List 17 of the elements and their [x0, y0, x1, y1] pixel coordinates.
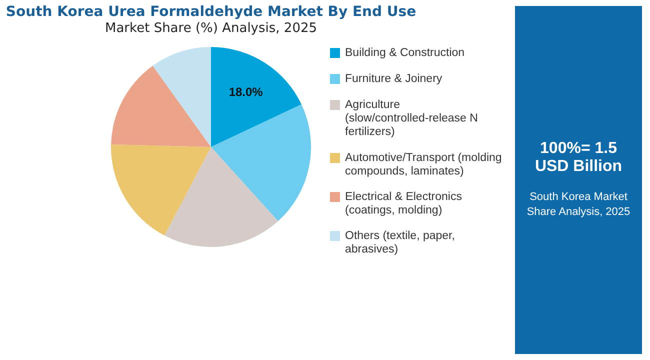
pie-slice: [152, 47, 211, 147]
data-label: 18.0%: [228, 85, 264, 100]
chart-subtitle: Market Share (%) Analysis, 2025: [104, 21, 318, 36]
chart-title: South Korea Urea Formaldehyde Market By End Use: [6, 4, 416, 20]
pie-slice: [111, 66, 211, 147]
legend-label: Automotive/Transport (molding compounds, laminates): [345, 152, 502, 178]
pie-slice: [111, 144, 211, 236]
text: 100%= 1.5 USD Billion: [534, 140, 624, 176]
pie-slice: [211, 104, 311, 222]
legend-label: Agriculture (slow/controlled-release N fertilizers): [345, 99, 478, 138]
legend-label: Others (textile, paper, abrasives): [345, 230, 455, 256]
pie-slice: [164, 147, 278, 247]
pie-slice: [211, 47, 302, 147]
legend-label: Electrical & Electronics (coatings, molding): [345, 191, 462, 216]
legend-label: Furniture & Joinery: [345, 73, 442, 85]
legend-label: Building & Construction: [345, 47, 465, 59]
text: South Korea Market Share Analysis, 2025: [526, 190, 632, 220]
